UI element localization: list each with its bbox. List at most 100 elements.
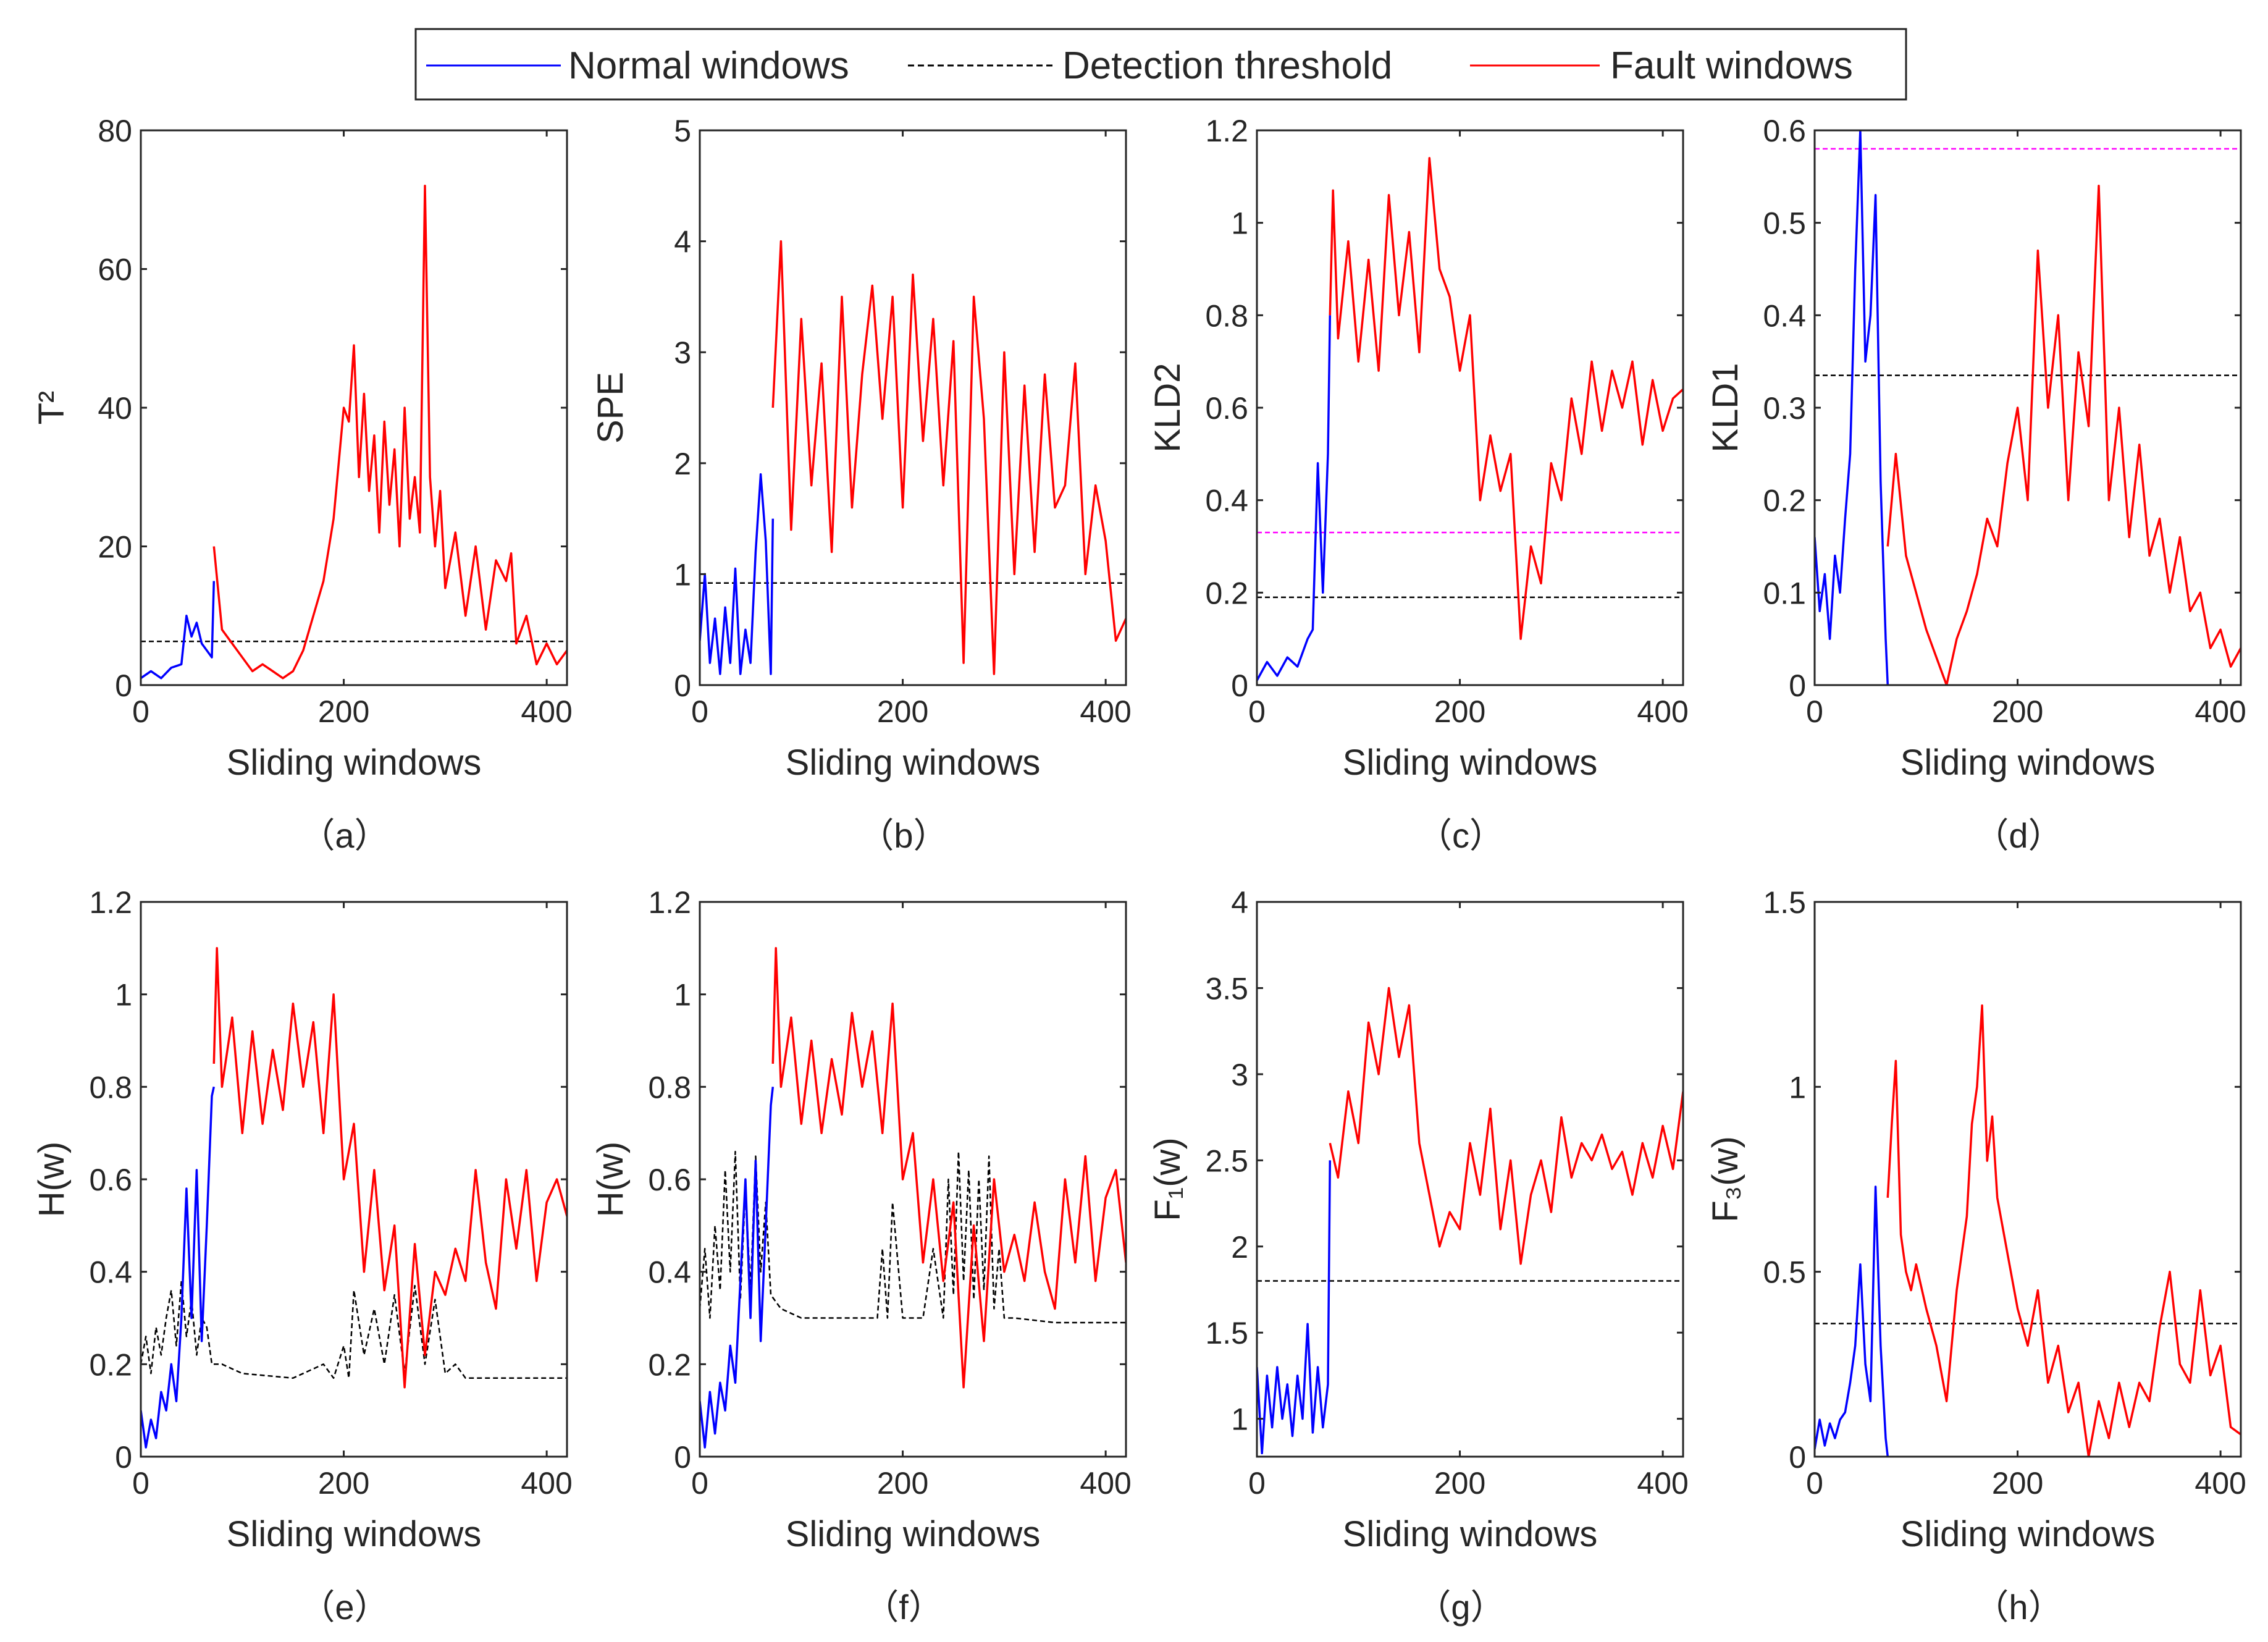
x-tick-label: 200: [877, 1466, 928, 1501]
plot-area: [700, 902, 1126, 1457]
y-tick-label: 0: [115, 668, 132, 703]
y-tick-label: 0.8: [648, 1070, 691, 1105]
x-tick-label: 400: [1637, 694, 1688, 729]
y-axis-label: SPE: [590, 372, 631, 444]
series-line-fault: [1329, 987, 1683, 1265]
panel-e: 0 200 400 0 0.2 0.4 0.6 0.8 1 1.2 Sliding windows H…: [32, 885, 573, 1627]
x-tick-label: 400: [1637, 1466, 1688, 1501]
x-axis-label: Sliding windows: [1343, 743, 1598, 783]
y-axis-label: KLD1: [1705, 363, 1745, 452]
series-line-fault: [212, 947, 567, 1389]
panel-caption: （g）: [1416, 1588, 1505, 1627]
y-tick-label: 60: [98, 253, 132, 287]
y-tick-label: 1.2: [648, 885, 691, 920]
series-line-threshold: [700, 1150, 1126, 1324]
x-tick-label: 0: [1806, 1466, 1823, 1501]
legend: Normal windows Detection threshold Fault…: [414, 28, 1907, 101]
y-tick-label: 1.2: [89, 885, 132, 920]
x-tick-label: 0: [1806, 694, 1823, 729]
y-tick-label: 0.5: [1763, 206, 1806, 241]
plot-area: [1815, 902, 2241, 1457]
y-tick-label: 40: [98, 391, 132, 426]
y-tick-label: 0: [1231, 668, 1248, 703]
x-axis-label: Sliding windows: [227, 1514, 482, 1554]
plot-lines: [700, 947, 1126, 1449]
series-line-normal: [700, 1087, 775, 1449]
plot-lines: [700, 240, 1126, 675]
series-line-normal: [141, 1086, 216, 1449]
x-axis-label: Sliding windows: [1900, 743, 2156, 783]
panel-d: 0 200 400 0 0.1 0.2 0.3 0.4 0.5 0.6 Sliding window…: [1705, 114, 2246, 855]
legend-label-normal: Normal windows: [568, 44, 849, 87]
x-axis-label: Sliding windows: [786, 743, 1041, 783]
y-tick-label: 0.8: [1205, 298, 1248, 333]
x-tick-label: 200: [1434, 694, 1485, 729]
x-tick-label: 200: [1992, 1466, 2043, 1501]
y-tick-label: 0: [674, 1440, 691, 1475]
x-tick-label: 0: [132, 694, 149, 729]
series-line-fault: [1329, 157, 1683, 640]
panel-caption: （d）: [1974, 816, 2062, 855]
plot-area: [1257, 130, 1683, 685]
plot-area: [141, 130, 567, 685]
y-tick-label: 0: [115, 1440, 132, 1475]
y-tick-label: 3.5: [1205, 971, 1248, 1006]
series-line-fault: [1886, 185, 2241, 685]
panel-caption: （h）: [1974, 1588, 2062, 1627]
panel-b: 0 200 400 0 1 2 3 4 5 Sliding windows SPE （b）: [590, 114, 1132, 855]
plot-area: [700, 130, 1126, 685]
y-tick-label: 4: [1231, 885, 1248, 920]
series-line-fault: [771, 947, 1126, 1389]
y-axis-label: T²: [32, 391, 72, 425]
panel-h: 0 200 400 0 0.5 1 1.5 Sliding windows F₃(w) （h）: [1705, 885, 2246, 1627]
axes-frame: [1256, 901, 1684, 1458]
x-axis-label: Sliding windows: [786, 1514, 1041, 1554]
y-tick-label: 1: [1231, 1402, 1248, 1437]
x-tick-label: 200: [318, 694, 369, 729]
y-axis-label: KLD2: [1148, 363, 1188, 452]
x-tick-label: 200: [318, 1466, 369, 1501]
x-tick-label: 400: [1080, 1466, 1131, 1501]
y-tick-label: 0: [674, 668, 691, 703]
y-tick-label: 0.4: [1205, 484, 1248, 518]
y-tick-label: 0.4: [1763, 298, 1806, 333]
y-tick-label: 0.2: [1763, 484, 1806, 518]
x-axis-label: Sliding windows: [1900, 1514, 2156, 1554]
y-tick-label: 80: [98, 114, 132, 148]
panel-f: 0 200 400 0 0.2 0.4 0.6 0.8 1 1.2 Sliding windows H…: [590, 885, 1132, 1627]
panel-c: 0 200 400 0 0.2 0.4 0.6 0.8 1 1.2 Sliding windows K…: [1148, 114, 1689, 855]
y-tick-label: 1: [674, 978, 691, 1013]
y-tick-label: 1.5: [1763, 885, 1806, 920]
y-tick-label: 0.6: [648, 1163, 691, 1197]
y-tick-label: 0.3: [1763, 391, 1806, 426]
x-axis-label: Sliding windows: [227, 743, 482, 783]
y-tick-label: 1.5: [1205, 1316, 1248, 1350]
y-axis-label: H(w): [32, 1142, 72, 1217]
panel-caption: （c）: [1418, 816, 1504, 855]
y-tick-label: 0.4: [648, 1255, 691, 1290]
plot-lines: [1257, 987, 1683, 1455]
series-line-fault: [1886, 1004, 2241, 1457]
x-tick-label: 400: [1080, 694, 1131, 729]
series-line-normal: [141, 581, 216, 680]
plot-lines: [1815, 130, 2241, 685]
y-tick-label: 5: [674, 114, 691, 148]
x-tick-label: 200: [877, 694, 928, 729]
x-tick-label: 400: [521, 1466, 572, 1501]
x-tick-label: 0: [691, 694, 708, 729]
y-tick-label: 2: [1231, 1230, 1248, 1265]
x-axis-label: Sliding windows: [1343, 1514, 1598, 1554]
legend-label-threshold: Detection threshold: [1062, 44, 1392, 87]
y-tick-label: 0.1: [1763, 576, 1806, 610]
legend-label-fault: Fault windows: [1610, 44, 1853, 87]
x-tick-label: 0: [1248, 694, 1266, 729]
y-axis-label: F₁(w): [1148, 1137, 1188, 1221]
x-tick-label: 0: [691, 1466, 708, 1501]
y-tick-label: 1: [115, 978, 132, 1013]
series-line-fault: [212, 185, 567, 680]
y-tick-label: 3: [1231, 1058, 1248, 1092]
x-tick-label: 400: [2194, 694, 2246, 729]
y-tick-label: 0.6: [1763, 114, 1806, 148]
